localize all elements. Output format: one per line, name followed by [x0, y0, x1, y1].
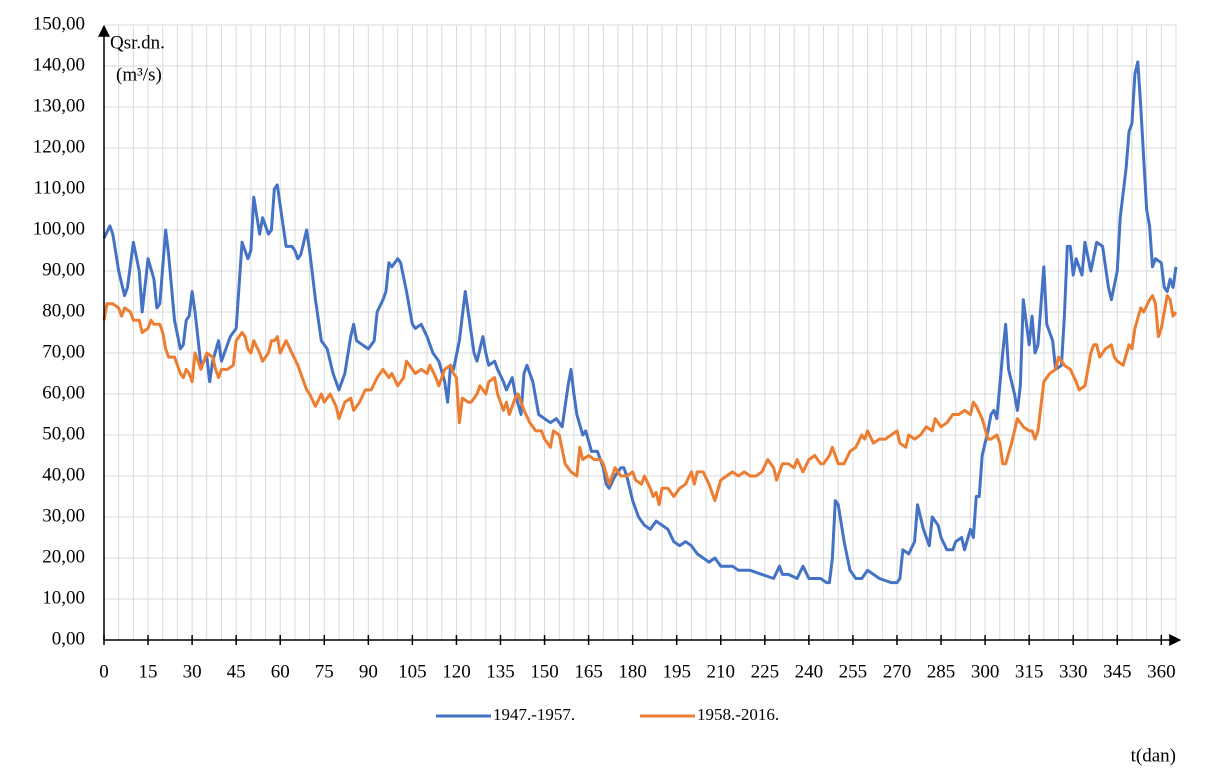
x-tick-label: 105: [398, 661, 427, 682]
y-tick-label: 90,00: [42, 259, 85, 280]
x-tick-label: 360: [1147, 661, 1176, 682]
x-tick-label: 285: [927, 661, 956, 682]
y-tick-label: 120,00: [33, 136, 85, 157]
legend-label: 1958.-2016.: [697, 705, 779, 724]
grid: [104, 24, 1177, 641]
y-tick-label: 140,00: [33, 54, 85, 75]
x-axis-label: t(dan): [1131, 745, 1176, 766]
y-tick-label: 60,00: [42, 382, 85, 403]
plot: [102, 60, 1178, 585]
x-tick-label: 90: [359, 661, 378, 682]
x-tick-label: 270: [883, 661, 912, 682]
x-tick-label: 165: [574, 661, 603, 682]
x-tick-label: 135: [486, 661, 515, 682]
x-tick-label: 255: [839, 661, 868, 682]
x-tick-label: 225: [751, 661, 780, 682]
series-line: [102, 60, 1178, 585]
x-tick-label: 195: [662, 661, 691, 682]
x-tick-label: 15: [139, 661, 158, 682]
y-tick-label: 10,00: [42, 587, 85, 608]
y-tick-label: 0,00: [52, 628, 85, 649]
x-tick-label: 120: [442, 661, 471, 682]
y-tick-label: 130,00: [33, 95, 85, 116]
x-tick-label: 240: [795, 661, 824, 682]
x-tick-label: 0: [99, 661, 109, 682]
y-tick-label: 70,00: [42, 341, 85, 362]
y-tick-label: 40,00: [42, 464, 85, 485]
x-tick-label: 330: [1059, 661, 1088, 682]
y-tick-label: 100,00: [33, 218, 85, 239]
x-tick-label: 315: [1015, 661, 1044, 682]
y-tick-label: 30,00: [42, 505, 85, 526]
y-axis-unit: (m³/s): [116, 64, 162, 85]
x-tick-label: 75: [315, 661, 334, 682]
y-axis-label: Qsr.dn.: [110, 32, 165, 53]
x-tick-label: 300: [971, 661, 1000, 682]
legend: 1947.-1957. 1958.-2016.: [436, 705, 779, 724]
y-tick-label: 110,00: [33, 177, 85, 198]
y-tick-label: 50,00: [42, 423, 85, 444]
x-tick-label: 150: [530, 661, 559, 682]
y-tick-label: 150,00: [33, 13, 85, 34]
x-tick-label: 180: [618, 661, 647, 682]
x-tick-label: 30: [183, 661, 202, 682]
x-tick-label: 45: [227, 661, 246, 682]
y-tick-label: 80,00: [42, 300, 85, 321]
y-tick-label: 20,00: [42, 546, 85, 567]
series-line: [102, 294, 1178, 507]
x-tick-label: 60: [271, 661, 290, 682]
x-tick-label: 210: [707, 661, 736, 682]
legend-label: 1947.-1957.: [493, 705, 575, 724]
x-tick-label: 345: [1103, 661, 1132, 682]
